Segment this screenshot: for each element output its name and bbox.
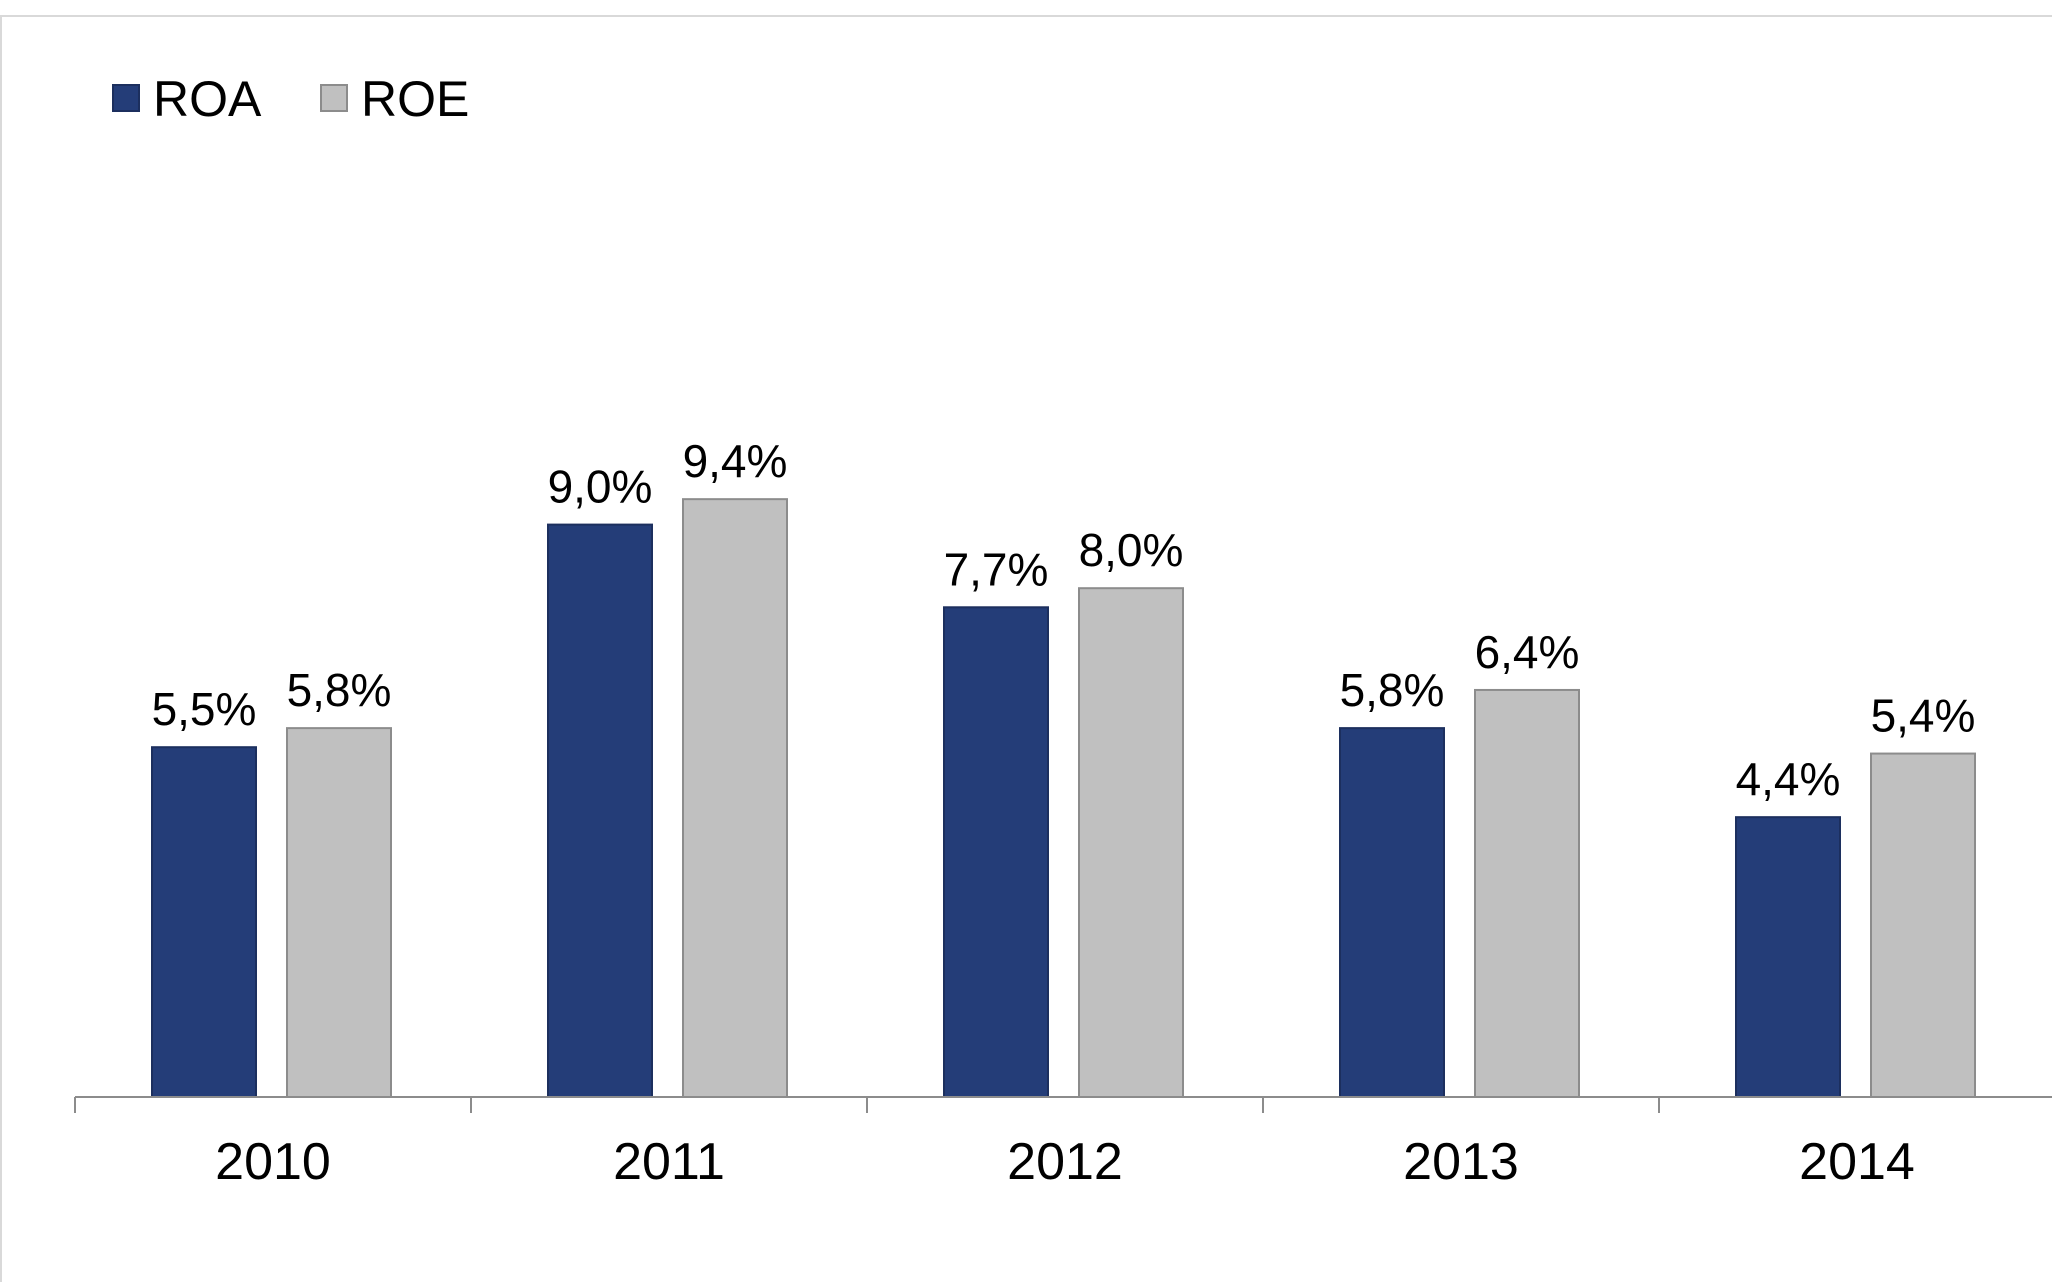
bar-roa-2011 [547,523,653,1098]
x-axis: 2010 2011 2012 2013 2014 [74,1096,2052,1191]
data-label-roe-2011: 9,4% [683,435,788,487]
bar-roe-2011 [682,498,788,1099]
data-label-roa-2014: 4,4% [1736,753,1841,805]
bar-roa-2013 [1339,727,1445,1098]
bar-roe-2010 [286,727,392,1098]
x-tick-label-2012: 2012 [1007,1133,1123,1191]
data-label-roa-2013: 5,8% [1340,664,1445,716]
legend-label-roe: ROE [361,71,469,127]
data-label-roe-2010: 5,8% [287,664,392,716]
legend-swatch-roa [112,84,140,112]
data-label-roa-2011: 9,0% [548,461,653,513]
data-label-roe-2014: 5,4% [1871,690,1976,742]
legend-swatch-roe [320,84,348,112]
bar-roe-2012 [1078,587,1184,1098]
legend: ROA ROE [112,71,469,127]
bar-roa-2010 [151,746,257,1098]
x-tick-label-2011: 2011 [613,1133,725,1191]
x-tick-label-2013: 2013 [1403,1133,1519,1191]
x-tick-label-2014: 2014 [1799,1133,1915,1191]
bar-roa-2014 [1735,816,1841,1098]
data-label-roe-2013: 6,4% [1475,626,1580,678]
data-label-roa-2010: 5,5% [152,683,257,735]
bars-group [151,498,1976,1099]
bar-roa-2012 [943,606,1049,1099]
data-label-roe-2012: 8,0% [1079,524,1184,576]
data-label-roa-2012: 7,7% [944,543,1049,595]
bar-roe-2014 [1870,752,1976,1098]
x-tick-label-2010: 2010 [215,1133,331,1191]
data-labels-group: 5,5% 9,0% 7,7% 5,8% 4,4% 5,8% 9,4% 8,0% 6,4% 5,4% [152,435,1976,805]
bar-roe-2013 [1474,688,1580,1099]
legend-label-roa: ROA [153,71,262,127]
